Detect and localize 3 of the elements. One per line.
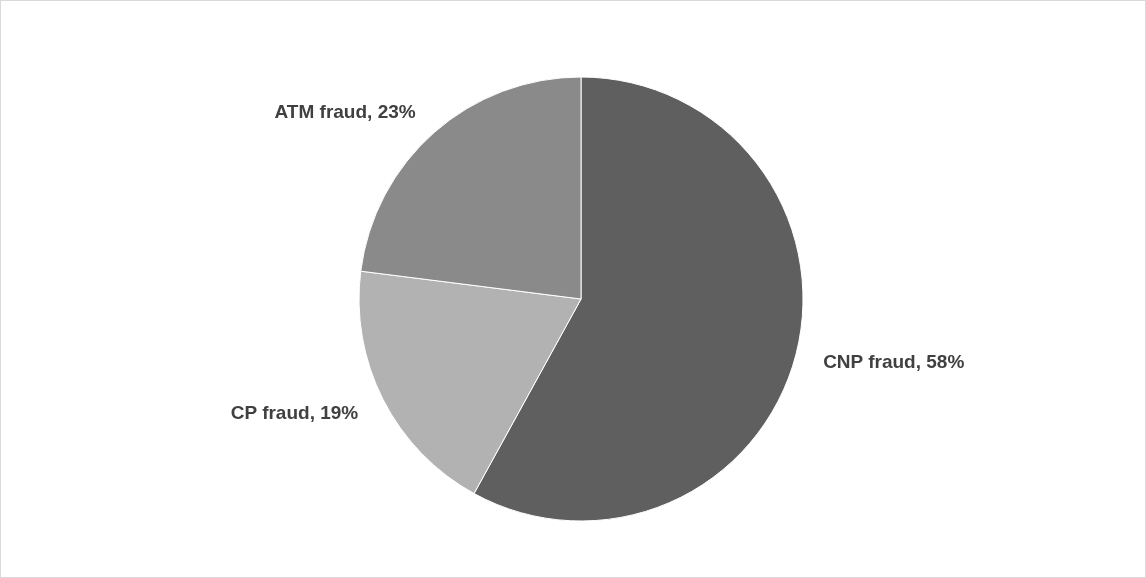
slice-label: ATM fraud, 23% — [274, 100, 416, 122]
slice-label: CP fraud, 19% — [230, 402, 359, 423]
slice-label: CNP fraud, 58% — [823, 350, 965, 372]
